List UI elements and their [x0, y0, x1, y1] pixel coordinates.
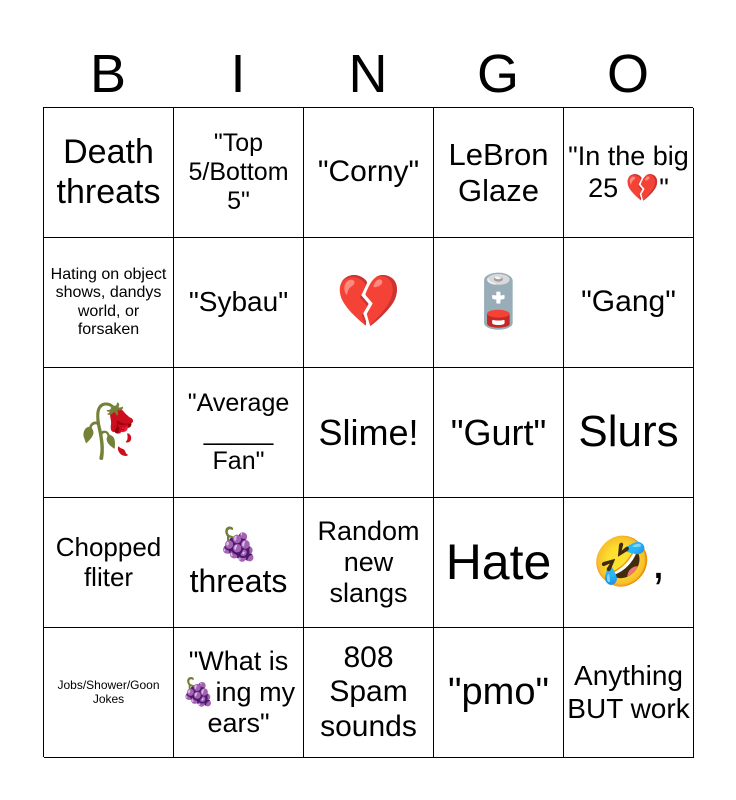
- bingo-cell[interactable]: "In the big 25 💔": [564, 108, 694, 238]
- bingo-cell[interactable]: 💔: [304, 238, 434, 368]
- header-letter-b: B: [89, 44, 127, 104]
- bingo-cell[interactable]: "Top 5/Bottom 5": [174, 108, 304, 238]
- bingo-cell[interactable]: "Average _____ Fan": [174, 368, 304, 498]
- bingo-cell[interactable]: "Gurt": [434, 368, 564, 498]
- bingo-cell[interactable]: LeBron Glaze: [434, 108, 564, 238]
- bingo-cell[interactable]: Death threats: [44, 108, 174, 238]
- bingo-cell[interactable]: Chopped fliter: [44, 498, 174, 628]
- header-letter-o: O: [606, 44, 649, 104]
- bingo-cell[interactable]: "What is 🍇ing my ears": [174, 628, 304, 758]
- header-letter-i: I: [230, 44, 246, 104]
- bingo-cell[interactable]: Anything BUT work: [564, 628, 694, 758]
- bingo-cell[interactable]: 🤣,: [564, 498, 694, 628]
- bingo-cell[interactable]: Hate: [434, 498, 564, 628]
- bingo-cell[interactable]: "Sybau": [174, 238, 304, 368]
- bingo-cell[interactable]: "pmo": [434, 628, 564, 758]
- bingo-cell[interactable]: Slurs: [564, 368, 694, 498]
- bingo-header: B I N G O: [43, 44, 693, 104]
- bingo-cell[interactable]: Random new slangs: [304, 498, 434, 628]
- bingo-cell[interactable]: "Gang": [564, 238, 694, 368]
- bingo-cell[interactable]: Hating on object shows, dandys world, or…: [44, 238, 174, 368]
- bingo-cell[interactable]: 🍇 threats: [174, 498, 304, 628]
- bingo-cell[interactable]: 808 Spam sounds: [304, 628, 434, 758]
- bingo-cell[interactable]: Jobs/Shower/Goon Jokes: [44, 628, 174, 758]
- header-letter-n: N: [348, 44, 388, 104]
- bingo-cell[interactable]: "Corny": [304, 108, 434, 238]
- bingo-grid: Death threats "Top 5/Bottom 5" "Corny" LeBr…: [43, 107, 694, 758]
- bingo-cell[interactable]: 🪫: [434, 238, 564, 368]
- bingo-cell[interactable]: Slime!: [304, 368, 434, 498]
- header-letter-g: G: [476, 44, 519, 104]
- bingo-cell[interactable]: 🥀: [44, 368, 174, 498]
